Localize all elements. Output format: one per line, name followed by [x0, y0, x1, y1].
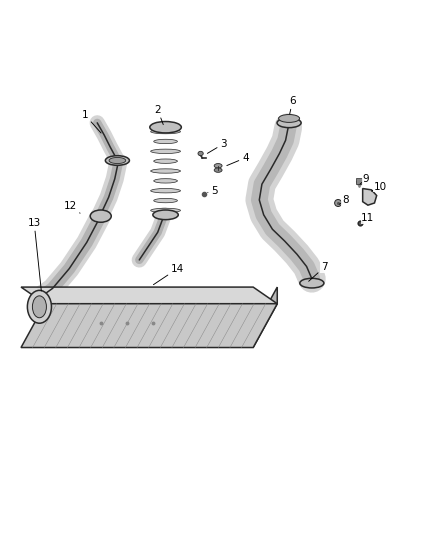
Polygon shape [21, 304, 277, 348]
Text: 5: 5 [208, 186, 218, 196]
Ellipse shape [153, 210, 178, 220]
Ellipse shape [279, 115, 300, 123]
Text: 14: 14 [153, 264, 184, 285]
Ellipse shape [198, 151, 203, 156]
Polygon shape [21, 287, 277, 304]
Text: 9: 9 [360, 174, 369, 184]
Ellipse shape [27, 290, 52, 323]
Ellipse shape [154, 139, 177, 143]
Ellipse shape [32, 296, 46, 318]
Ellipse shape [277, 118, 301, 128]
Ellipse shape [335, 199, 342, 206]
Text: 4: 4 [227, 153, 249, 166]
Ellipse shape [151, 169, 180, 173]
Ellipse shape [150, 122, 181, 133]
Text: 13: 13 [28, 217, 41, 291]
Ellipse shape [105, 156, 130, 165]
Text: 6: 6 [289, 96, 296, 114]
Text: 11: 11 [361, 213, 374, 223]
Ellipse shape [109, 157, 126, 164]
Ellipse shape [300, 278, 324, 288]
Text: 1: 1 [82, 110, 101, 133]
Ellipse shape [151, 130, 180, 134]
Ellipse shape [154, 179, 177, 183]
Polygon shape [253, 287, 277, 348]
Ellipse shape [154, 198, 177, 203]
Ellipse shape [151, 189, 180, 193]
Ellipse shape [214, 164, 222, 168]
Ellipse shape [151, 208, 180, 213]
Text: 12: 12 [64, 201, 80, 213]
Text: 2: 2 [154, 104, 163, 125]
Text: 3: 3 [207, 139, 227, 154]
Ellipse shape [151, 149, 180, 154]
Ellipse shape [154, 159, 177, 163]
Ellipse shape [90, 210, 111, 222]
Ellipse shape [214, 168, 222, 172]
Text: 7: 7 [309, 262, 328, 281]
Text: 10: 10 [371, 182, 387, 192]
Text: 8: 8 [339, 195, 349, 205]
Polygon shape [363, 189, 377, 205]
